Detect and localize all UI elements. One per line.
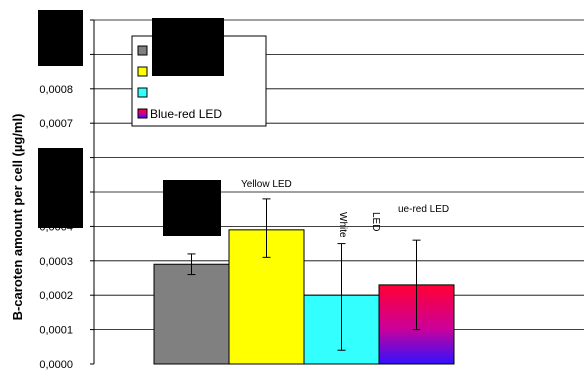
bar-data-label: White [337,212,348,238]
legend-swatch [137,87,148,98]
bar-data-label: Yellow LED [241,179,292,190]
y-tick-label: 0,0000 [39,359,73,371]
bars: Yellow LED White LED ue-red LED [153,179,455,365]
y-tick-label: 0,0001 [39,325,73,337]
redaction-block [38,148,83,228]
bar-data-label: LED [370,212,381,231]
y-axis-title: B-caroten amount per cell (µg/ml) [10,114,25,321]
legend-swatch [137,45,148,56]
bar-data-label: ue-red LED [398,204,449,215]
legend-swatch [137,108,148,119]
legend-label: Blue-red LED [150,107,222,121]
redaction-block [163,180,221,236]
redaction-block [152,18,224,76]
legend-swatch [137,66,148,77]
bar [153,263,230,365]
redaction-block [38,10,83,66]
y-tick-label: 0,0002 [39,290,73,302]
legend: Blue-red LED [131,18,267,127]
legend-items: Blue-red LED [137,45,222,121]
y-tick-label: 0,0008 [39,84,73,96]
y-tick-label: 0,0007 [39,118,73,130]
y-tick-label: 0,0003 [39,256,73,268]
